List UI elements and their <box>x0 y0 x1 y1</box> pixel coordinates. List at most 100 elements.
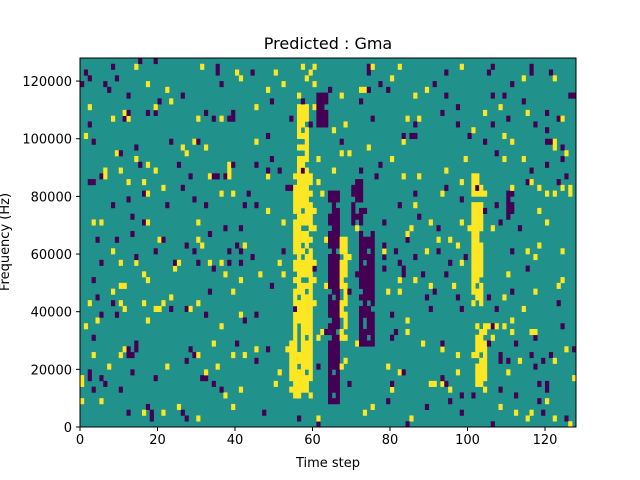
heatmap-cell <box>335 357 340 364</box>
heatmap-cell <box>304 219 309 226</box>
heatmap-cell <box>161 184 166 191</box>
heatmap-cell <box>331 300 337 307</box>
heatmap-cell <box>184 242 189 249</box>
heatmap-cell <box>297 202 302 209</box>
heatmap-cell <box>479 242 484 249</box>
heatmap-cell <box>475 363 480 370</box>
heatmap-cell <box>297 254 302 261</box>
heatmap-cell <box>564 346 569 353</box>
heatmap-cell <box>316 179 321 186</box>
heatmap-cell <box>297 173 302 180</box>
heatmap-cell <box>506 202 511 209</box>
heatmap-cell <box>331 271 337 278</box>
heatmap-cell <box>304 144 309 151</box>
heatmap-cell <box>293 288 298 295</box>
heatmap-cell <box>145 109 151 116</box>
heatmap-cell <box>254 161 259 168</box>
heatmap-cell <box>312 259 317 266</box>
heatmap-cell <box>293 375 298 382</box>
heatmap-cell <box>269 282 275 289</box>
heatmap-cell <box>397 259 402 266</box>
heatmap-cell <box>126 196 131 203</box>
heatmap-cell <box>316 121 321 128</box>
heatmap-cell <box>335 305 340 312</box>
heatmap-cell <box>289 363 294 370</box>
heatmap-cell <box>87 375 92 382</box>
heatmap-cell <box>483 138 488 145</box>
heatmap-cell <box>514 392 519 399</box>
heatmap-cell <box>331 305 337 312</box>
heatmap-cell <box>366 254 371 261</box>
heatmap-cell <box>91 334 96 341</box>
heatmap-cell <box>324 98 329 105</box>
heatmap-cell <box>196 138 201 145</box>
heatmap-cell <box>479 271 484 278</box>
heatmap-cell <box>471 392 476 399</box>
heatmap-cell <box>207 288 213 295</box>
heatmap-cell <box>304 380 309 387</box>
heatmap-cell <box>118 150 123 157</box>
heatmap-cell <box>366 323 371 330</box>
heatmap-cell <box>362 207 368 214</box>
heatmap-cell <box>149 409 154 416</box>
heatmap-cell <box>293 173 298 180</box>
heatmap-cell <box>331 375 337 382</box>
heatmap-cell <box>169 138 174 145</box>
heatmap-cell <box>293 369 298 376</box>
heatmap-cell <box>316 104 321 111</box>
heatmap-cell <box>289 184 294 191</box>
heatmap-cell <box>471 173 476 180</box>
heatmap-cell <box>281 248 286 255</box>
heatmap-cell <box>490 92 495 99</box>
heatmap-cell <box>479 369 484 376</box>
heatmap-cell <box>95 294 100 301</box>
heatmap-cell <box>533 328 538 336</box>
x-tick-label: 100 <box>455 433 480 448</box>
heatmap-cell <box>362 242 368 249</box>
heatmap-cell <box>359 294 364 301</box>
heatmap-cell <box>297 236 302 243</box>
heatmap-cell <box>370 115 375 122</box>
heatmap-cell <box>285 346 290 353</box>
heatmap-cell <box>506 369 511 376</box>
heatmap-cell <box>475 277 480 284</box>
heatmap-cell <box>297 352 302 359</box>
heatmap-cell <box>347 254 352 261</box>
heatmap-cell <box>335 196 340 203</box>
heatmap-cell <box>475 190 480 197</box>
heatmap-cell <box>545 398 550 405</box>
heatmap-cell <box>463 156 468 163</box>
heatmap-cell <box>390 156 395 163</box>
heatmap-cell <box>572 92 577 99</box>
heatmap-cell <box>397 202 402 209</box>
heatmap-cell <box>300 167 306 174</box>
heatmap-cell <box>304 184 309 191</box>
heatmap-cell <box>328 86 333 93</box>
heatmap-cell <box>300 346 306 353</box>
heatmap-cell <box>517 357 523 364</box>
heatmap-cell <box>545 109 550 116</box>
heatmap-cell <box>293 305 298 312</box>
heatmap-cell <box>293 340 298 347</box>
heatmap-cell <box>227 167 232 174</box>
heatmap-cell <box>533 288 538 295</box>
heatmap-cell <box>335 380 340 387</box>
heatmap-cell <box>382 242 387 249</box>
heatmap-cell <box>545 219 550 226</box>
heatmap-cell <box>204 375 209 382</box>
heatmap-cell <box>560 156 565 163</box>
heatmap-cell <box>324 236 329 243</box>
heatmap-cell <box>339 311 344 318</box>
heatmap-cell <box>533 363 538 370</box>
heatmap-cell <box>355 213 360 220</box>
heatmap-cell <box>297 248 302 255</box>
heatmap-cell <box>134 156 139 163</box>
heatmap-cell <box>300 259 306 266</box>
heatmap-cell <box>83 69 89 76</box>
heatmap-cell <box>297 311 302 318</box>
heatmap-cell <box>83 132 89 140</box>
heatmap-cell <box>297 132 302 140</box>
heatmap-cell <box>297 213 302 220</box>
heatmap-cell <box>343 357 348 364</box>
heatmap-cell <box>130 213 135 220</box>
